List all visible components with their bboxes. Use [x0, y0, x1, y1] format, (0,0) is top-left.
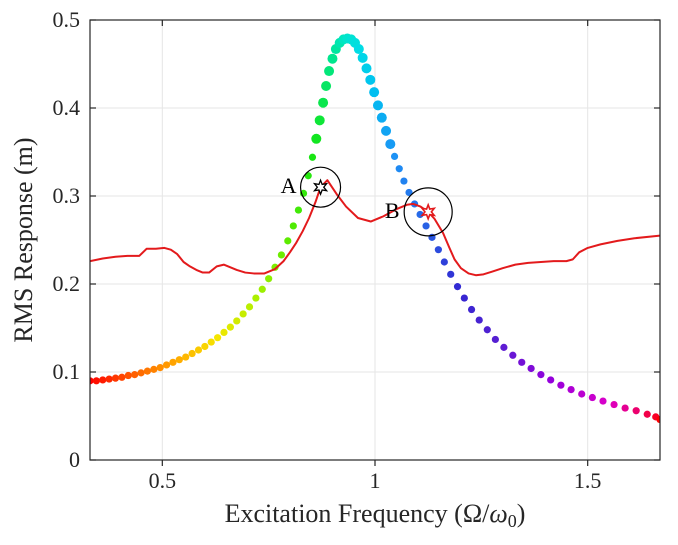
- rainbow-marker: [537, 371, 544, 378]
- rainbow-marker: [369, 87, 379, 97]
- rainbow-marker: [358, 53, 368, 63]
- rainbow-marker: [311, 134, 321, 144]
- xtick-label: 0.5: [149, 468, 177, 493]
- rainbow-marker: [157, 364, 164, 371]
- ytick-label: 0.5: [53, 7, 81, 32]
- rainbow-marker: [610, 401, 617, 408]
- rainbow-marker: [518, 359, 525, 366]
- xtick-label: 1.5: [574, 468, 602, 493]
- rainbow-marker: [118, 374, 125, 381]
- rainbow-marker: [240, 310, 247, 317]
- rainbow-marker: [422, 222, 429, 229]
- rainbow-marker: [176, 356, 183, 363]
- rainbow-marker: [246, 303, 253, 310]
- rainbow-marker: [131, 371, 138, 378]
- rainbow-marker: [195, 346, 202, 353]
- rainbow-marker: [435, 246, 442, 253]
- rainbow-marker: [315, 115, 325, 125]
- rainbow-marker: [265, 275, 272, 282]
- rainbow-marker: [468, 306, 475, 313]
- ytick-label: 0.3: [53, 183, 81, 208]
- rainbow-marker: [125, 372, 132, 379]
- rainbow-marker: [318, 98, 328, 108]
- rainbow-marker: [484, 326, 491, 333]
- ytick-label: 0.2: [53, 271, 81, 296]
- rainbow-marker: [633, 407, 640, 414]
- rainbow-marker: [106, 375, 113, 382]
- rainbow-marker: [208, 338, 215, 345]
- rainbow-marker: [278, 251, 285, 258]
- rainbow-marker: [578, 390, 585, 397]
- rainbow-marker: [233, 317, 240, 324]
- rainbow-marker: [220, 329, 227, 336]
- rainbow-marker: [447, 271, 454, 278]
- annotation-label-B: B: [385, 198, 400, 223]
- rainbow-marker: [137, 369, 144, 376]
- rainbow-marker: [144, 368, 151, 375]
- rainbow-marker: [112, 375, 119, 382]
- rainbow-marker: [381, 126, 391, 136]
- rainbow-marker: [509, 352, 516, 359]
- rainbow-marker: [290, 222, 297, 229]
- rainbow-marker: [295, 206, 302, 213]
- rainbow-marker: [188, 350, 195, 357]
- rainbow-marker: [150, 366, 157, 373]
- rainbow-marker: [99, 376, 106, 383]
- rainbow-marker: [93, 377, 100, 384]
- ytick-label: 0: [69, 447, 80, 472]
- rainbow-marker: [321, 81, 331, 91]
- rainbow-marker: [396, 165, 403, 172]
- rainbow-marker: [476, 316, 483, 323]
- ytick-label: 0.1: [53, 359, 81, 384]
- rainbow-marker: [324, 66, 334, 76]
- rainbow-marker: [182, 353, 189, 360]
- rainbow-marker: [391, 153, 398, 160]
- rainbow-marker: [622, 404, 629, 411]
- rainbow-marker: [461, 294, 468, 301]
- annotation-label-A: A: [281, 173, 297, 198]
- rainbow-marker: [354, 44, 364, 54]
- rainbow-marker: [589, 394, 596, 401]
- rainbow-marker: [441, 258, 448, 265]
- rainbow-marker: [169, 359, 176, 366]
- rainbow-marker: [385, 139, 395, 149]
- rainbow-marker: [163, 361, 170, 368]
- rainbow-marker: [644, 411, 651, 418]
- rainbow-marker: [327, 54, 337, 64]
- rainbow-marker: [227, 324, 234, 331]
- rainbow-marker: [365, 75, 375, 85]
- y-axis-title: RMS Response (m): [9, 137, 38, 342]
- rainbow-marker: [373, 100, 383, 110]
- rainbow-marker: [259, 286, 266, 293]
- frequency-response-chart: A B 0.5 1 1.5 0 0.1 0.2 0.3 0.4 0.5 Excitation Freq…: [0, 0, 678, 545]
- rainbow-marker: [599, 397, 606, 404]
- xtick-label: 1: [370, 468, 381, 493]
- ytick-label: 0.4: [53, 95, 81, 120]
- rainbow-marker: [454, 283, 461, 290]
- rainbow-marker: [557, 382, 564, 389]
- rainbow-marker: [309, 154, 316, 161]
- rainbow-marker: [252, 294, 259, 301]
- x-axis-title: Excitation Frequency (Ω/ω0): [225, 499, 526, 531]
- rainbow-marker: [361, 63, 371, 73]
- rainbow-marker: [214, 334, 221, 341]
- rainbow-marker: [500, 344, 507, 351]
- rainbow-marker: [284, 237, 291, 244]
- rainbow-marker: [567, 386, 574, 393]
- rainbow-marker: [201, 343, 208, 350]
- rainbow-marker: [547, 376, 554, 383]
- rainbow-marker: [377, 113, 387, 123]
- rainbow-marker: [400, 177, 407, 184]
- rainbow-marker: [528, 365, 535, 372]
- rainbow-marker: [492, 336, 499, 343]
